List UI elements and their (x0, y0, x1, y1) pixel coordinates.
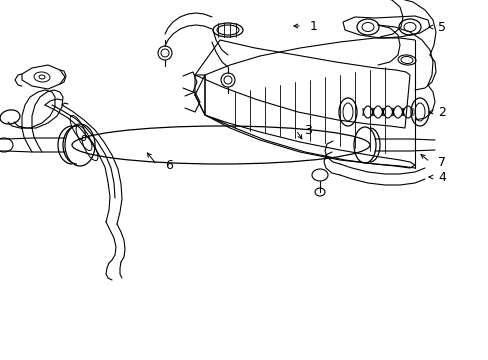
Polygon shape (342, 16, 429, 38)
Text: 3: 3 (304, 123, 311, 136)
Text: 1: 1 (309, 19, 317, 32)
Polygon shape (22, 65, 65, 89)
Text: 2: 2 (437, 105, 445, 118)
Polygon shape (204, 115, 414, 168)
Text: 5: 5 (437, 21, 445, 33)
Text: 7: 7 (437, 156, 445, 168)
Text: 6: 6 (164, 158, 173, 171)
Text: 4: 4 (437, 171, 445, 184)
Polygon shape (195, 40, 409, 128)
Polygon shape (195, 75, 204, 115)
